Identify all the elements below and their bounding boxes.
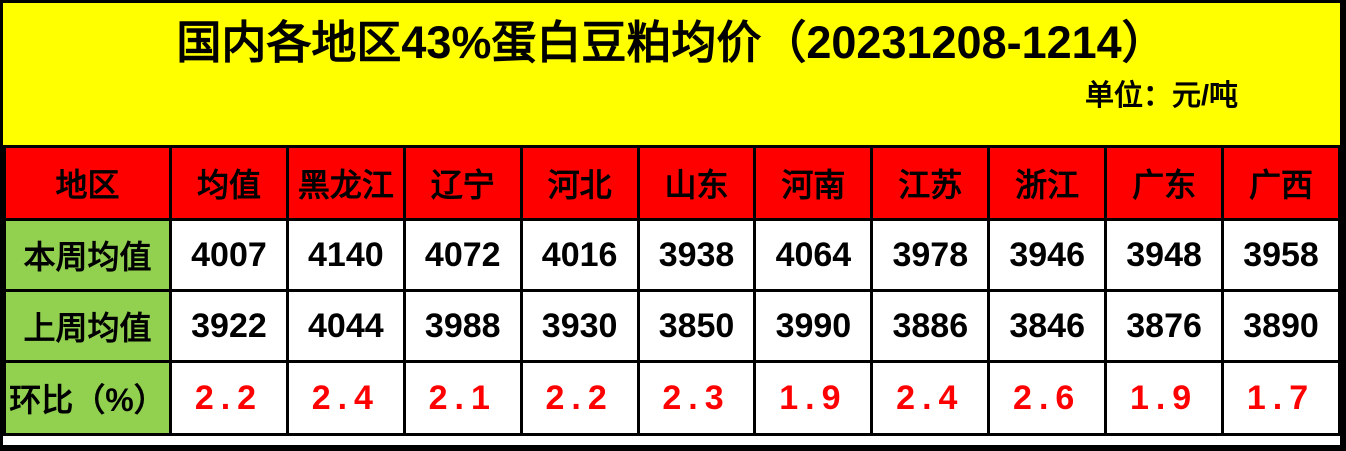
value-cell: 3990	[753, 289, 874, 363]
column-header-cell: 辽宁	[402, 145, 523, 221]
value-cell: 4016	[519, 218, 640, 292]
table-title: 国内各地区43%蛋白豆粕均价（20231208-1214）	[176, 17, 1167, 68]
column-header-cell: 河南	[753, 145, 874, 221]
value-cell: 2.4	[285, 360, 406, 436]
column-header-cell: 广西	[1221, 145, 1340, 221]
value-cell: 2.2	[169, 360, 289, 436]
value-cell: 3978	[870, 218, 991, 292]
value-cell: 2.3	[636, 360, 757, 436]
value-cell: 1.9	[1104, 360, 1225, 436]
value-cell: 2.6	[987, 360, 1108, 436]
unit-label: 单位：元/吨	[1084, 80, 1238, 112]
row-label-cell: 环比（%）	[3, 360, 172, 436]
column-header-cell: 山东	[636, 145, 757, 221]
value-cell: 3846	[987, 289, 1108, 363]
value-cell: 1.9	[753, 360, 874, 436]
value-cell: 3876	[1104, 289, 1225, 363]
value-cell: 3850	[636, 289, 757, 363]
price-table: 地区 均值 黑龙江 辽宁 河北 山东 河南 江苏 浙江 广东 广西 本周均值 4007 4140 4072…	[3, 145, 1340, 436]
column-header-cell: 广东	[1104, 145, 1225, 221]
value-cell: 3886	[870, 289, 991, 363]
value-cell: 3988	[402, 289, 523, 363]
value-cell: 1.7	[1221, 360, 1340, 436]
value-cell: 4064	[753, 218, 874, 292]
column-header-cell: 黑龙江	[285, 145, 406, 221]
column-header-cell: 江苏	[870, 145, 991, 221]
value-cell: 4044	[285, 289, 406, 363]
corner-header-cell: 地区	[3, 145, 172, 221]
row-label-cell: 上周均值	[3, 289, 172, 363]
column-header-cell: 河北	[519, 145, 640, 221]
value-cell: 3922	[169, 289, 289, 363]
value-cell: 4140	[285, 218, 406, 292]
column-header-row: 地区 均值 黑龙江 辽宁 河北 山东 河南 江苏 浙江 广东 广西	[3, 145, 1340, 221]
value-cell: 3958	[1221, 218, 1340, 292]
value-cell: 2.2	[519, 360, 640, 436]
value-cell: 4072	[402, 218, 523, 292]
column-header-cell: 均值	[169, 145, 289, 221]
value-cell: 2.4	[870, 360, 991, 436]
value-cell: 3946	[987, 218, 1108, 292]
value-cell: 2.1	[402, 360, 523, 436]
column-header-cell: 浙江	[987, 145, 1108, 221]
value-cell: 3938	[636, 218, 757, 292]
value-cell: 3930	[519, 289, 640, 363]
table-row: 本周均值 4007 4140 4072 4016 3938 4064 3978 3946 3948…	[3, 218, 1340, 292]
value-cell: 3948	[1104, 218, 1225, 292]
value-cell: 4007	[169, 218, 289, 292]
table-row: 上周均值 3922 4044 3988 3930 3850 3990 3886 3846 3876…	[3, 289, 1340, 363]
table-row: 环比（%） 2.2 2.4 2.1 2.2 2.3 1.9 2.4 2.6 1.9 1.7	[3, 360, 1340, 436]
value-cell: 3890	[1221, 289, 1340, 363]
table-header-band: 国内各地区43%蛋白豆粕均价（20231208-1214） 单位：元/吨	[3, 3, 1340, 145]
row-label-cell: 本周均值	[3, 218, 172, 292]
table-body: 本周均值 4007 4140 4072 4016 3938 4064 3978 3946 3948…	[3, 218, 1340, 436]
